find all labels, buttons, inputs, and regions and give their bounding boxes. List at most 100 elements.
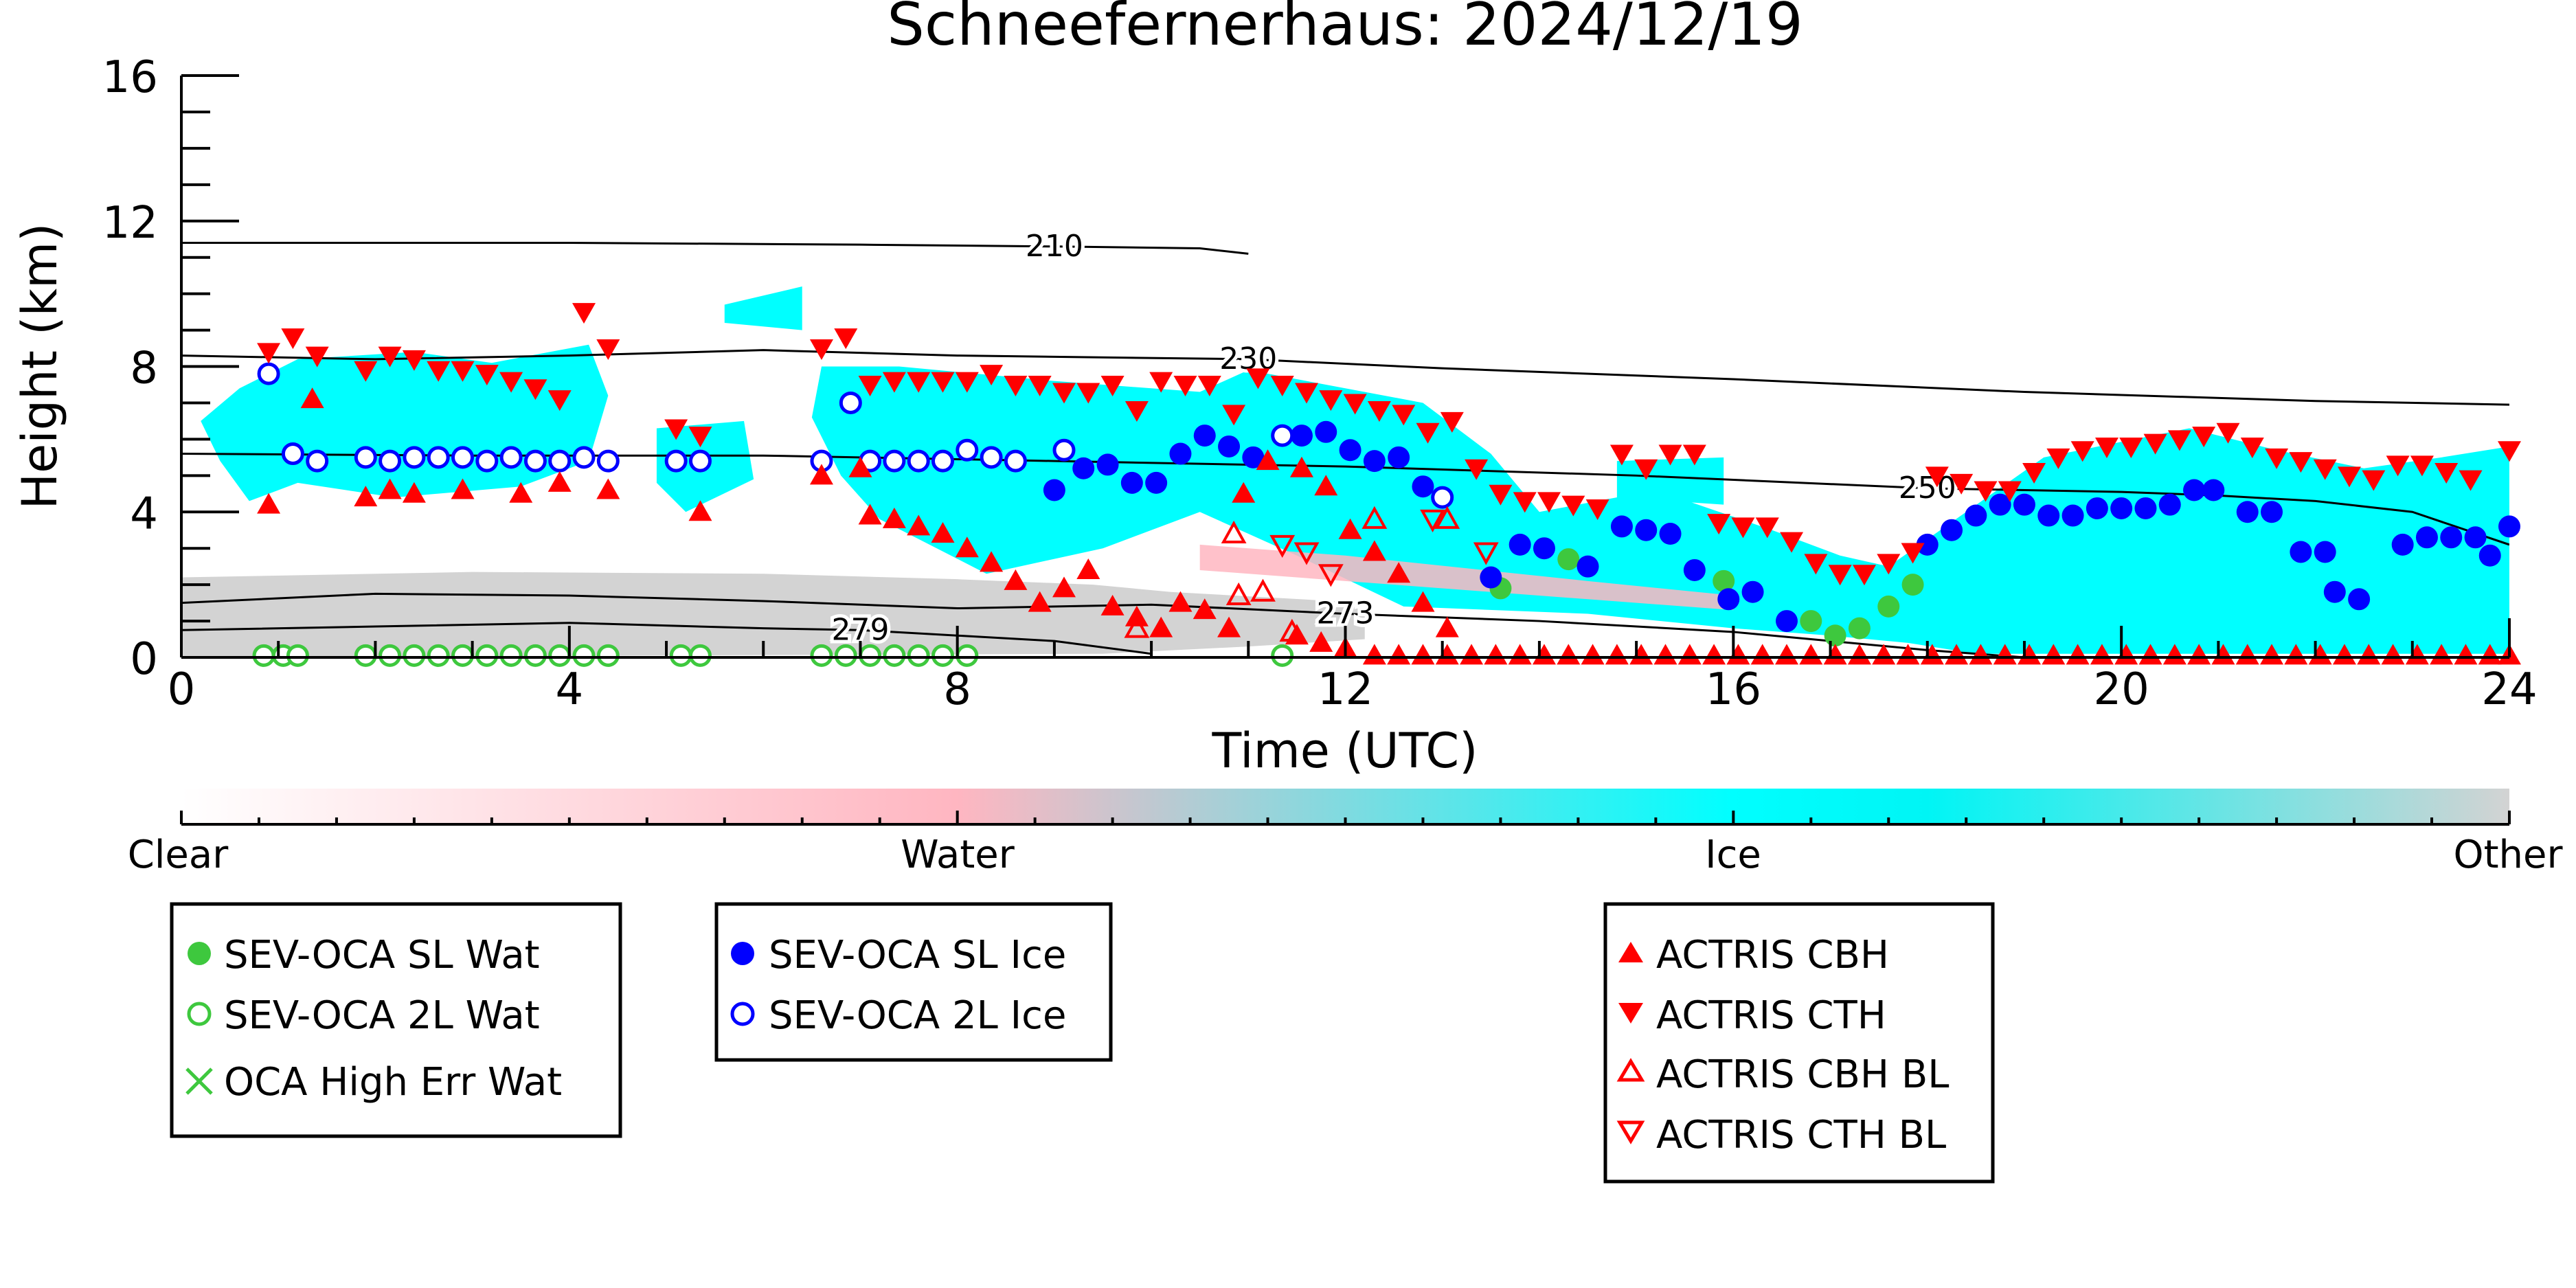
sev-oca-sl-ice-point-15	[1480, 566, 1502, 589]
sev-oca-sl-ice-point-45	[2391, 533, 2414, 556]
sev-oca-sl-ice-point-17	[1533, 537, 1555, 560]
actris-cth-point-7	[451, 361, 475, 382]
sev-oca-sl-ice-point-26	[1916, 533, 1939, 556]
actris-cbh-point-48	[1557, 644, 1581, 665]
actris-cth-point-2	[305, 346, 329, 368]
sev-oca-2l-ice-point-1	[281, 442, 304, 466]
sev-oca-2l-wat-point-4	[379, 644, 402, 667]
actris-cth-point-72	[2167, 430, 2191, 451]
actris-cbh-point-79	[2308, 644, 2332, 665]
actris-cbh-point-74	[2187, 644, 2211, 665]
colorbar-label-water: Water	[901, 833, 1015, 877]
actris-cbh-point-4	[402, 482, 426, 503]
actris-cth-point-5	[402, 350, 426, 371]
actris-cbh-point-52	[1653, 644, 1677, 665]
sev-oca-2l-wat-point-7	[451, 644, 475, 667]
actris-cbh-point-47	[1532, 644, 1556, 665]
sev-oca-sl-ice-point-16	[1509, 533, 1531, 556]
actris-cbh-point-75	[2211, 644, 2235, 665]
legend-marker-sev-oca-sl-ice	[731, 942, 754, 965]
actris-cbh-bl-point-2	[1225, 582, 1252, 606]
sev-oca-2l-wat-point-8	[475, 644, 499, 667]
sev-oca-sl-ice-point-29	[1989, 493, 2011, 516]
actris-cth-point-10	[523, 379, 547, 400]
actris-cth-point-25	[1028, 375, 1052, 396]
actris-cbh-point-45	[1484, 644, 1508, 665]
sev-oca-sl-ice-point-9	[1290, 425, 1313, 447]
actris-cbh-point-10	[809, 464, 833, 485]
contour-label-250: 250	[1899, 471, 1956, 506]
actris-cth-point-48	[1585, 499, 1609, 520]
actris-cth-point-60	[1877, 554, 1901, 575]
sev-oca-sl-ice-point-20	[1635, 519, 1658, 541]
actris-cth-point-46	[1537, 492, 1561, 513]
actris-cth-point-81	[2386, 455, 2410, 477]
sev-oca-sl-ice-point-30	[2013, 493, 2035, 516]
sev-oca-2l-ice-point-27	[1431, 486, 1454, 509]
legend-label-sev-oca-sl-wat: SEV-OCA SL Wat	[224, 933, 540, 978]
actris-cth-point-14	[664, 419, 688, 440]
sev-oca-sl-ice-point-37	[2183, 479, 2206, 501]
sev-oca-sl-wat-point-1	[1557, 548, 1580, 571]
actris-cth-point-17	[834, 328, 858, 350]
actris-cbh-point-77	[2260, 644, 2284, 665]
actris-cbh-bl-point-5	[1362, 506, 1388, 529]
actris-cth-point-78	[2313, 459, 2337, 480]
sev-oca-sl-ice-point-39	[2236, 501, 2259, 523]
legend-marker-actris-cth	[1618, 1003, 1643, 1024]
actris-cbh-point-29	[1256, 449, 1280, 471]
actris-cth-point-39	[1367, 401, 1391, 422]
actris-cth-point-42	[1440, 411, 1464, 433]
actris-cth-point-68	[2070, 441, 2094, 462]
sev-oca-sl-ice-point-19	[1610, 515, 1633, 538]
actris-cbh-point-21	[1076, 558, 1100, 579]
sev-oca-2l-ice-point-25	[1052, 438, 1076, 462]
actris-cth-point-24	[1004, 375, 1028, 396]
actris-cbh-bl-point-4	[1279, 618, 1305, 642]
actris-cbh-point-25	[1168, 591, 1193, 612]
actris-cbh-point-22	[1100, 594, 1125, 615]
actris-cbh-point-68	[2042, 644, 2066, 665]
contour-210	[181, 242, 1249, 255]
sev-oca-2l-wat-point-14	[669, 644, 692, 667]
legend-water: SEV-OCA SL Wat SEV-OCA 2L Wat OCA High E…	[170, 902, 622, 1138]
actris-cth-point-59	[1852, 565, 1876, 586]
legend-label-actris-cbh-bl: ACTRIS CBH BL	[1656, 1052, 1949, 1097]
sev-oca-2l-wat-point-6	[427, 644, 450, 667]
actris-cth-point-35	[1270, 375, 1294, 396]
sev-oca-sl-ice-point-4	[1145, 471, 1168, 494]
sev-oca-sl-ice-point-48	[2464, 526, 2487, 549]
actris-cth-point-32	[1197, 375, 1221, 396]
actris-cbh-point-82	[2381, 644, 2405, 665]
actris-cbh-point-33	[1362, 540, 1386, 561]
actris-cbh-bl-point-3	[1250, 578, 1276, 602]
actris-cbh-point-62	[1896, 644, 1920, 665]
legend-label-sev-oca-sl-ice: SEV-OCA SL Ice	[769, 933, 1066, 978]
actris-cbh-point-59	[1823, 644, 1847, 665]
actris-cbh-point-57	[1774, 644, 1798, 665]
sev-oca-sl-ice-point-38	[2202, 479, 2225, 501]
legend-marker-actris-cbh	[1618, 942, 1643, 962]
x-tick-label-0: 0	[168, 664, 196, 715]
actris-cth-point-83	[2434, 463, 2459, 484]
actris-cbh-point-17	[980, 551, 1004, 572]
legend-label-oca-high-err-wat: OCA High Err Wat	[224, 1060, 562, 1105]
sev-oca-sl-ice-point-12	[1363, 450, 1386, 473]
actris-cth-point-71	[2143, 433, 2167, 455]
actris-cbh-point-20	[1052, 576, 1076, 598]
actris-cbh-point-38	[1309, 631, 1333, 652]
legend-marker-sev-oca-2l-wat	[187, 1002, 212, 1026]
sev-oca-sl-ice-point-23	[1717, 588, 1740, 611]
contour-label-273: 273	[1317, 596, 1375, 631]
colorbar-ticks	[180, 811, 2511, 824]
y-tick-label-12: 12	[102, 198, 158, 249]
actris-cbh-point-19	[1028, 591, 1052, 612]
sev-oca-2l-wat-point-21	[931, 644, 954, 667]
actris-cbh-point-76	[2235, 644, 2259, 665]
actris-cbh-point-80	[2332, 644, 2356, 665]
legend-label-actris-cbh: ACTRIS CBH	[1656, 933, 1889, 978]
sev-oca-sl-ice-point-42	[2314, 541, 2336, 563]
cloud-markers	[252, 303, 2521, 667]
actris-cth-point-61	[1901, 543, 1925, 564]
